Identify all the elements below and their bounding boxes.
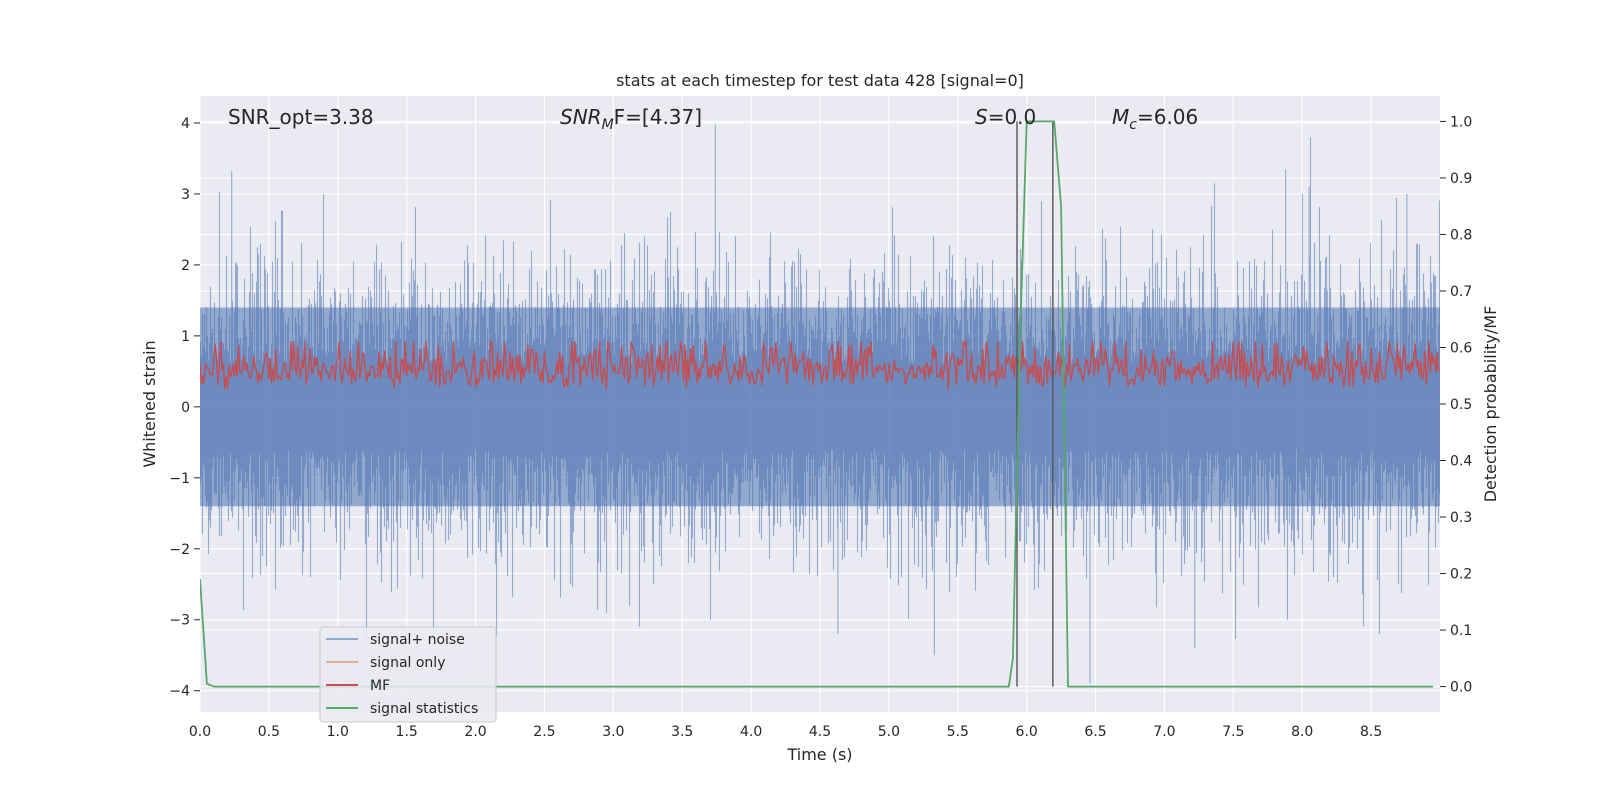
legend-box — [319, 626, 497, 723]
annotation-mc-rest: =6.06 — [1137, 105, 1198, 129]
x-tick-label: 0.0 — [189, 724, 211, 740]
annotation-mc: Mc=6.06 — [1112, 105, 1198, 133]
y-right-tick-label: 0.3 — [1450, 510, 1472, 526]
x-tick-label: 4.0 — [740, 724, 762, 740]
x-tick-label: 1.0 — [327, 724, 349, 740]
y-left-axis-ticks: −4 −3 −2 −1 0 1 2 3 4 — [169, 116, 200, 700]
y-right-axis-ticks: 0.0 0.1 0.2 0.3 0.4 0.5 0.6 0.7 0.8 0.9 1.0 — [1440, 114, 1472, 696]
legend-label-signal-noise: signal+ noise — [370, 632, 465, 648]
y-left-tick-label: −3 — [169, 613, 190, 629]
annotation-s-main: S — [975, 105, 988, 129]
annotation-snr-mf-sub: M — [602, 117, 614, 133]
annotation-snr-opt: SNR_opt=3.38 — [228, 105, 374, 129]
x-tick-label: 5.0 — [878, 724, 900, 740]
y-right-tick-label: 0.5 — [1450, 397, 1472, 413]
x-axis-label: Time (s) — [786, 745, 852, 764]
x-tick-label: 6.0 — [1016, 724, 1038, 740]
x-tick-label: 7.5 — [1222, 724, 1244, 740]
annotation-snr-mf: SNRMF=[4.37] — [560, 105, 702, 133]
y-left-tick-label: 3 — [181, 187, 190, 203]
y-right-tick-label: 0.0 — [1450, 680, 1472, 696]
x-tick-label: 3.0 — [602, 724, 624, 740]
y-left-tick-label: −2 — [169, 542, 190, 558]
legend-label-mf: MF — [370, 678, 390, 694]
x-tick-label: 0.5 — [258, 724, 280, 740]
x-tick-label: 7.0 — [1153, 724, 1175, 740]
y-right-tick-label: 0.7 — [1450, 284, 1472, 300]
annotation-mc-sub: c — [1129, 117, 1137, 133]
y-right-tick-label: 0.4 — [1450, 454, 1472, 470]
x-tick-label: 2.5 — [533, 724, 555, 740]
annotation-s: S=0.0 — [975, 105, 1036, 129]
signal-plus-noise-series — [200, 124, 1440, 684]
legend: signal+ noise signal only MF signal stat… — [319, 626, 497, 723]
x-tick-label: 5.5 — [947, 724, 969, 740]
y-left-tick-label: 1 — [181, 329, 190, 345]
y-right-tick-label: 0.8 — [1450, 227, 1472, 243]
annotation-snr-mf-rest: F=[4.37] — [614, 105, 702, 129]
legend-label-signal-only: signal only — [370, 655, 445, 671]
chart-title: stats at each timestep for test data 428… — [616, 71, 1024, 90]
x-axis-ticks: 0.0 0.5 1.0 1.5 2.0 2.5 3.0 3.5 4.0 4.5 5.0 5.5 6.0 6… — [189, 724, 1382, 740]
signal-statistics-line — [200, 120, 1434, 688]
y-left-tick-label: −4 — [169, 684, 190, 700]
x-tick-label: 3.5 — [671, 724, 693, 740]
x-tick-label: 8.5 — [1360, 724, 1382, 740]
y-right-tick-label: 1.0 — [1450, 114, 1472, 130]
y-left-tick-label: −1 — [169, 471, 190, 487]
y-right-tick-label: 0.2 — [1450, 567, 1472, 583]
x-tick-label: 4.5 — [809, 724, 831, 740]
mf-trace — [200, 341, 1440, 390]
vertical-markers — [1016, 121, 1054, 687]
y-left-tick-label: 0 — [181, 400, 190, 416]
annotation-snr-mf-main: SNR — [560, 105, 602, 129]
y-right-tick-label: 0.9 — [1450, 171, 1472, 187]
legend-label-signal-statistics: signal statistics — [370, 701, 478, 717]
x-tick-label: 6.5 — [1084, 724, 1106, 740]
x-tick-label: 2.0 — [464, 724, 486, 740]
annotation-s-rest: =0.0 — [988, 105, 1037, 129]
annotation-mc-main: M — [1112, 105, 1129, 129]
x-tick-label: 8.0 — [1291, 724, 1313, 740]
x-tick-label: 1.5 — [396, 724, 418, 740]
y-right-tick-label: 0.1 — [1450, 623, 1472, 639]
y-right-axis-label: Detection probability/MF — [1481, 306, 1500, 503]
y-right-tick-label: 0.6 — [1450, 340, 1472, 356]
y-left-axis-label: Whitened strain — [140, 340, 159, 467]
y-left-tick-label: 4 — [181, 116, 190, 132]
noise-trace — [200, 124, 1440, 684]
signal-statistics-series — [200, 120, 1434, 688]
mf-series — [200, 341, 1440, 390]
y-left-tick-label: 2 — [181, 258, 190, 274]
